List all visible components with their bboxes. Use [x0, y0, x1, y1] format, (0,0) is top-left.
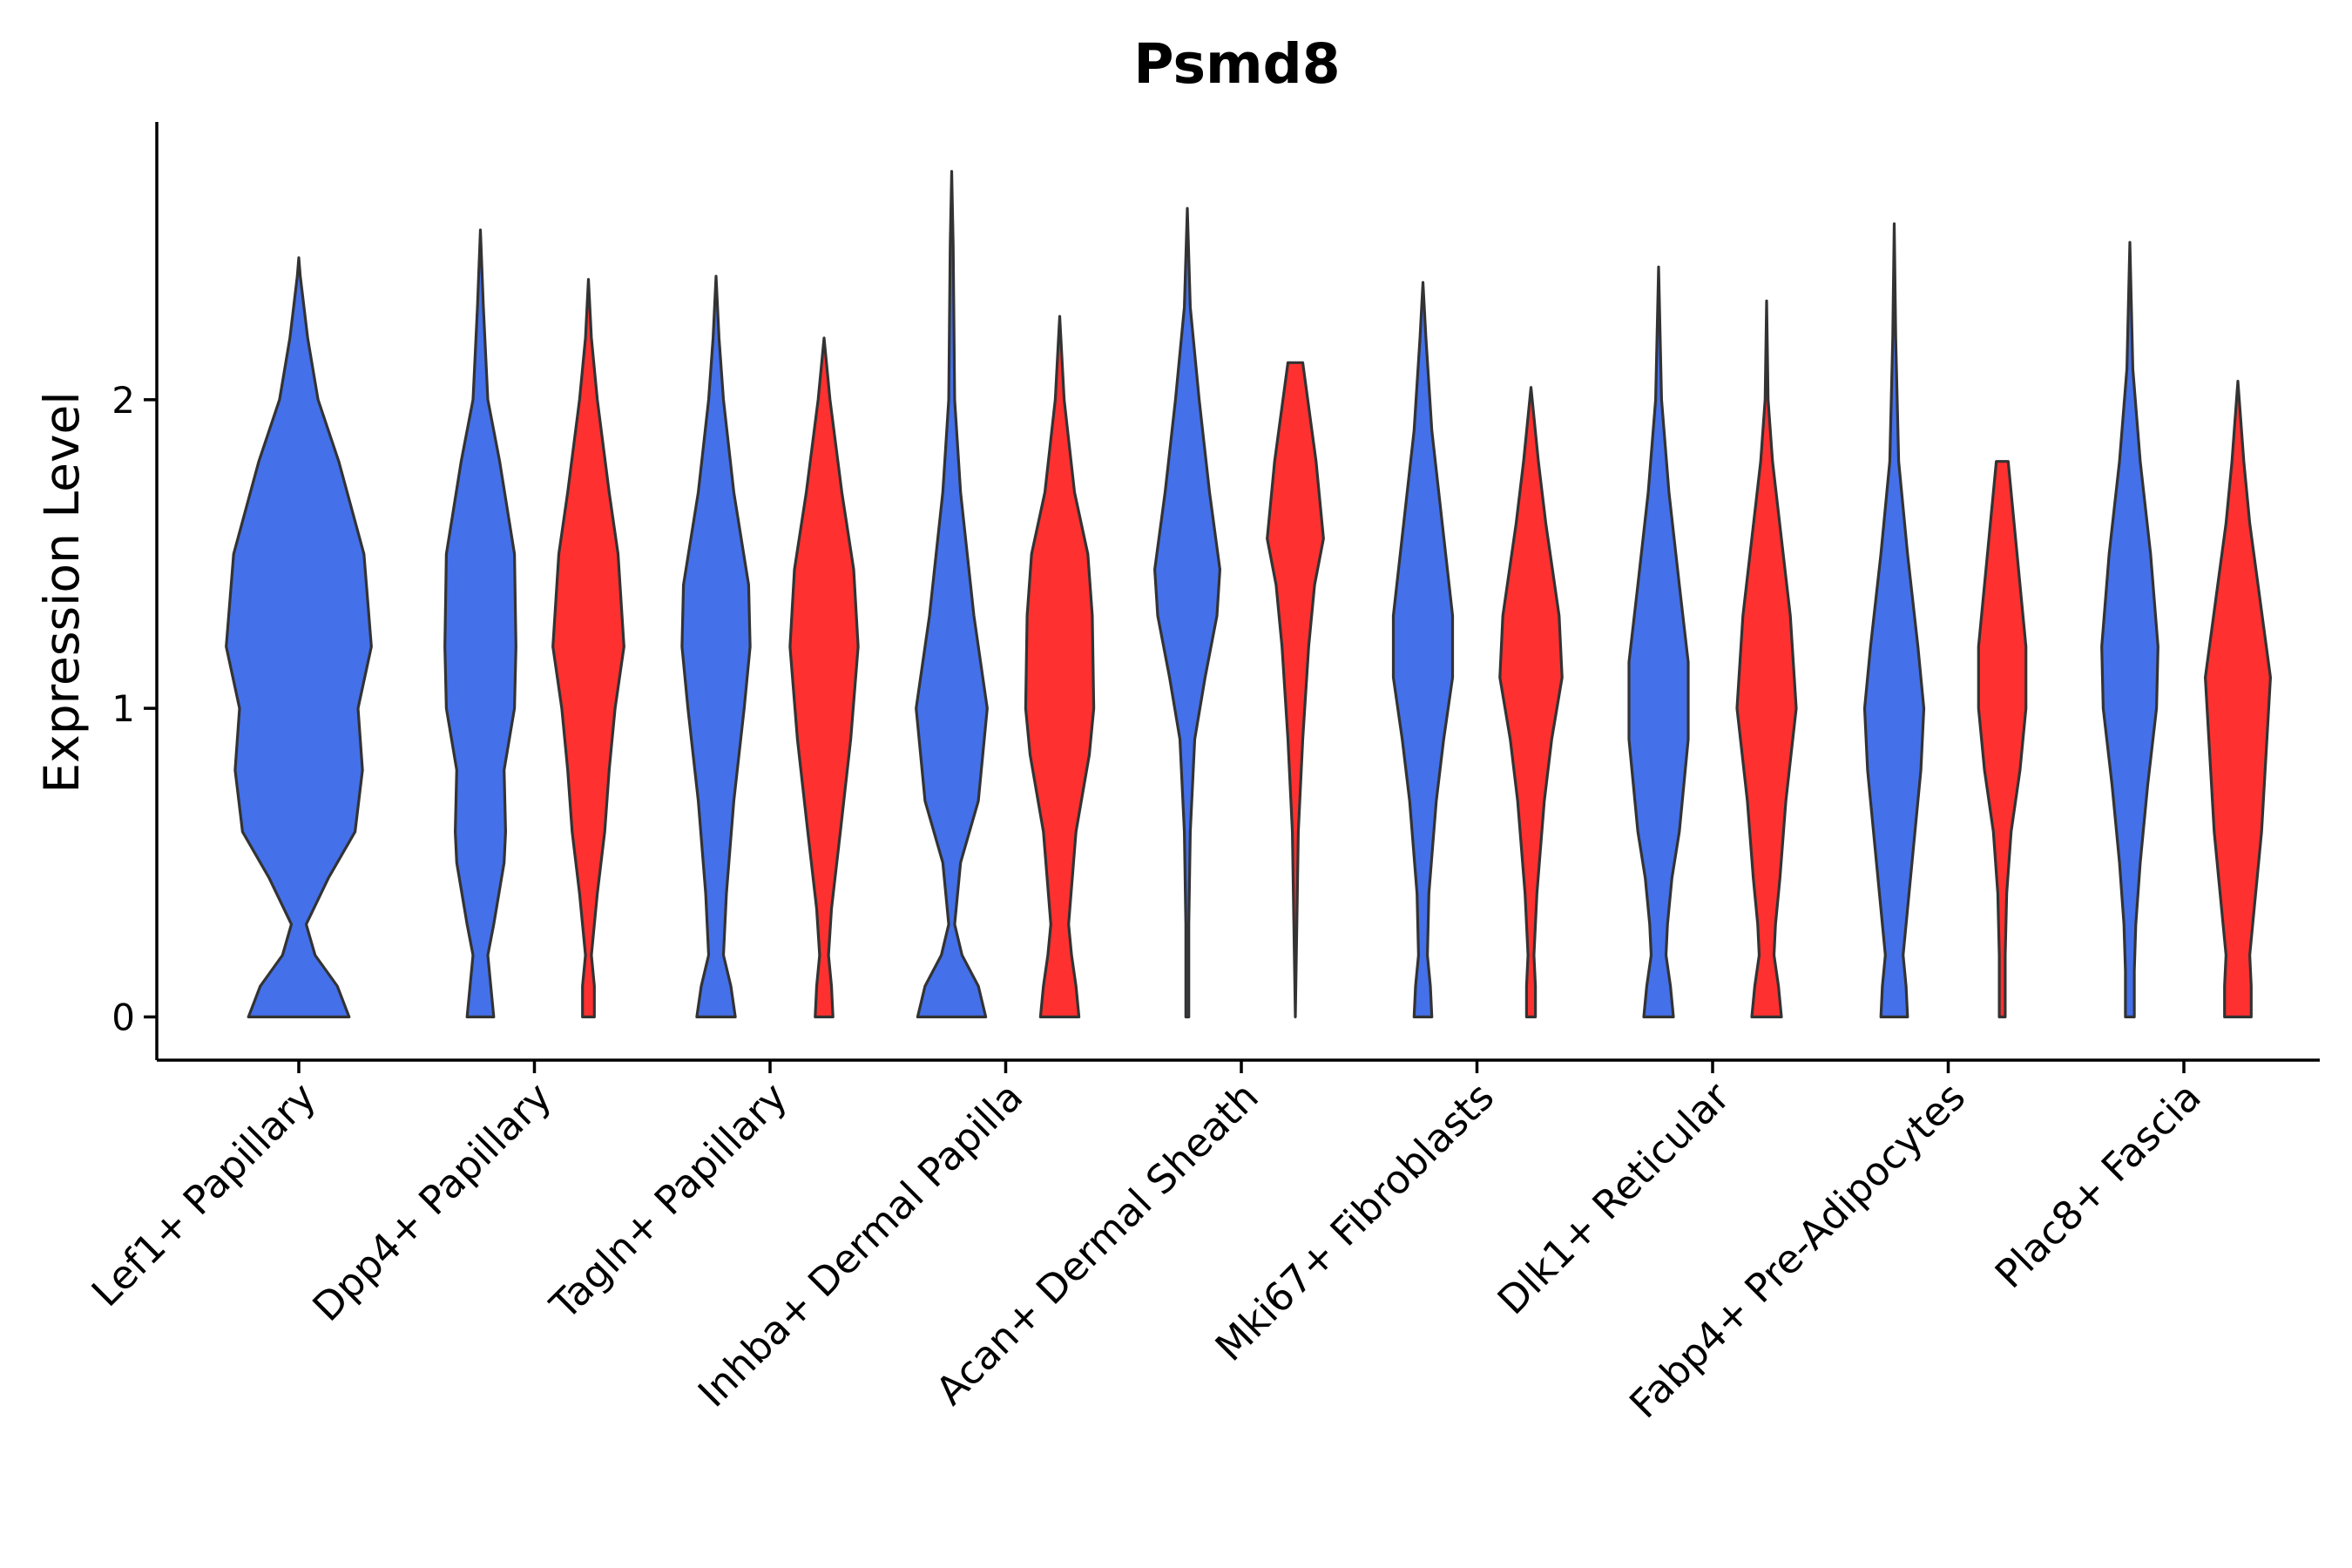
violin-blue-3 [915, 170, 989, 1018]
violin-red-4 [1266, 361, 1325, 1018]
violin-blue-2 [680, 274, 752, 1018]
violin-blue-1 [443, 228, 517, 1018]
y-tick-label: 2 [112, 379, 135, 422]
y-tick-label: 0 [112, 996, 135, 1038]
x-tick-label: Dlk1+ Reticular [1489, 1073, 1739, 1323]
y-ticks: 0 1 2 [112, 379, 157, 1038]
x-tick-label: Tagln+ Papillary [541, 1073, 796, 1328]
x-tick-label: Plac8+ Fascia [1986, 1073, 2210, 1297]
violin-blue-6 [1627, 265, 1690, 1018]
y-tick-label: 1 [112, 687, 135, 730]
violin-red-2 [788, 336, 860, 1018]
chart-title: Psmd8 [1133, 32, 1340, 96]
violin-blue-5 [1391, 280, 1455, 1018]
x-tick-label: Dpp4+ Papillary [303, 1073, 560, 1330]
violin-red-5 [1498, 386, 1564, 1018]
violin-blue-4 [1153, 206, 1221, 1018]
violin-blue-8 [2100, 240, 2159, 1018]
y-axis-label: Expression Level [34, 391, 90, 793]
violin-red-1 [551, 278, 625, 1018]
violin-blue-7 [1862, 222, 1926, 1018]
violin-red-8 [2204, 380, 2272, 1018]
violin-group [225, 170, 2272, 1018]
violin-red-7 [1977, 460, 2028, 1018]
violin-red-6 [1735, 299, 1798, 1018]
violin-blue-0 [225, 256, 373, 1018]
x-tick-label: Lef1+ Papillary [83, 1073, 325, 1315]
violin-red-3 [1024, 314, 1096, 1018]
